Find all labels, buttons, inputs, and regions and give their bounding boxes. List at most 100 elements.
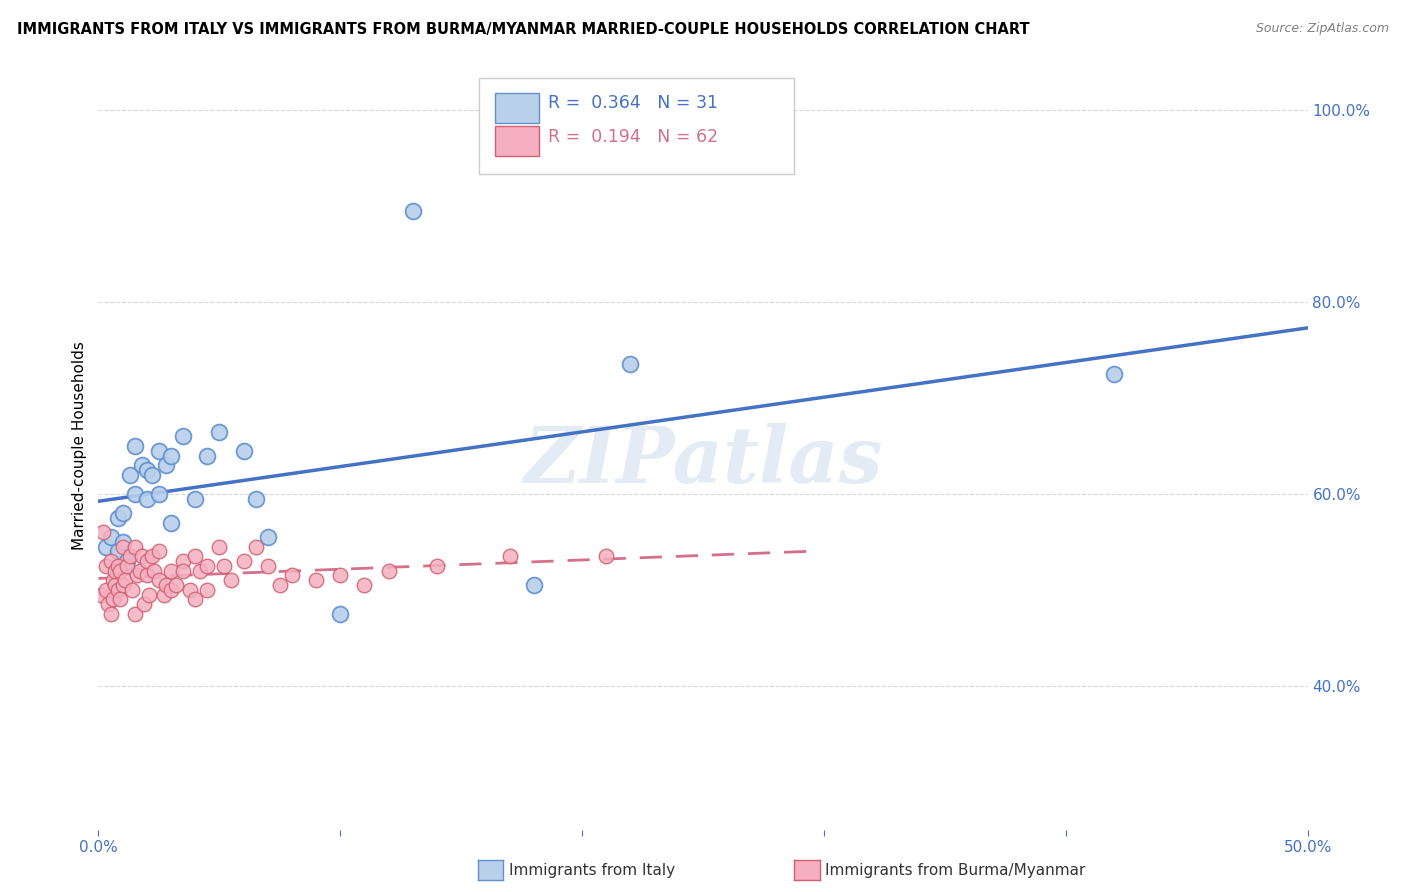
Point bbox=[104, 578, 127, 592]
Point bbox=[245, 491, 267, 506]
Point bbox=[172, 564, 194, 578]
Point bbox=[100, 530, 122, 544]
Text: Immigrants from Italy: Immigrants from Italy bbox=[509, 863, 675, 878]
Point bbox=[127, 568, 149, 582]
Text: R =  0.364   N = 31: R = 0.364 N = 31 bbox=[548, 94, 718, 112]
Point bbox=[232, 443, 254, 458]
Text: ZIPatlas: ZIPatlas bbox=[523, 423, 883, 500]
Point bbox=[329, 607, 352, 621]
Point bbox=[138, 588, 160, 602]
Point bbox=[94, 558, 117, 573]
Point bbox=[184, 491, 207, 506]
Point bbox=[94, 582, 117, 597]
Point bbox=[160, 516, 183, 530]
Point bbox=[256, 530, 278, 544]
Point bbox=[148, 487, 170, 501]
Point bbox=[90, 588, 112, 602]
Point bbox=[402, 204, 425, 219]
Point bbox=[101, 592, 124, 607]
Point bbox=[184, 592, 207, 607]
Point bbox=[160, 564, 183, 578]
Point bbox=[329, 568, 352, 582]
Point bbox=[221, 574, 243, 588]
Point bbox=[91, 525, 114, 540]
Point bbox=[97, 597, 120, 611]
Point bbox=[188, 564, 211, 578]
Point bbox=[111, 578, 134, 592]
Point bbox=[100, 554, 122, 568]
Point bbox=[184, 549, 207, 564]
Point bbox=[128, 564, 150, 578]
Text: R =  0.194   N = 62: R = 0.194 N = 62 bbox=[548, 128, 718, 146]
Point bbox=[195, 582, 218, 597]
Point bbox=[148, 544, 170, 558]
Point bbox=[619, 358, 641, 372]
Text: Immigrants from Burma/Myanmar: Immigrants from Burma/Myanmar bbox=[825, 863, 1085, 878]
Point bbox=[117, 558, 139, 573]
Point bbox=[172, 429, 194, 443]
Point bbox=[195, 449, 218, 463]
Point bbox=[117, 554, 139, 568]
Point bbox=[141, 467, 163, 482]
Point bbox=[269, 578, 291, 592]
Point bbox=[195, 558, 218, 573]
Y-axis label: Married-couple Households: Married-couple Households bbox=[72, 342, 87, 550]
Point bbox=[124, 607, 146, 621]
Point bbox=[111, 534, 134, 549]
Point bbox=[107, 582, 129, 597]
Point bbox=[256, 558, 278, 573]
Point bbox=[377, 564, 399, 578]
Point bbox=[111, 540, 134, 554]
Point bbox=[118, 467, 141, 482]
Point bbox=[107, 544, 129, 558]
Point bbox=[143, 564, 166, 578]
Point bbox=[121, 582, 143, 597]
Point bbox=[179, 582, 201, 597]
Point bbox=[160, 582, 183, 597]
Point bbox=[124, 439, 146, 453]
Text: Source: ZipAtlas.com: Source: ZipAtlas.com bbox=[1256, 22, 1389, 36]
Point bbox=[141, 549, 163, 564]
Point bbox=[232, 554, 254, 568]
Text: IMMIGRANTS FROM ITALY VS IMMIGRANTS FROM BURMA/MYANMAR MARRIED-COUPLE HOUSEHOLDS: IMMIGRANTS FROM ITALY VS IMMIGRANTS FROM… bbox=[17, 22, 1029, 37]
Point bbox=[131, 458, 153, 473]
Point bbox=[426, 558, 449, 573]
Point bbox=[135, 554, 157, 568]
Point bbox=[245, 540, 267, 554]
Point bbox=[135, 568, 157, 582]
Point bbox=[305, 574, 328, 588]
Point bbox=[100, 607, 122, 621]
Point bbox=[353, 578, 375, 592]
Point bbox=[160, 449, 183, 463]
Point bbox=[498, 549, 520, 564]
FancyBboxPatch shape bbox=[479, 78, 793, 174]
Point bbox=[131, 549, 153, 564]
Point bbox=[523, 578, 546, 592]
FancyBboxPatch shape bbox=[495, 126, 538, 156]
Point bbox=[595, 549, 617, 564]
Point bbox=[1102, 367, 1125, 381]
Point bbox=[281, 568, 304, 582]
Point bbox=[124, 487, 146, 501]
Point bbox=[208, 540, 231, 554]
Point bbox=[152, 588, 174, 602]
Point bbox=[155, 578, 177, 592]
FancyBboxPatch shape bbox=[495, 93, 538, 123]
Point bbox=[135, 463, 157, 477]
Point bbox=[107, 511, 129, 525]
Point bbox=[208, 425, 231, 439]
Point bbox=[134, 597, 156, 611]
Point bbox=[148, 443, 170, 458]
Point bbox=[104, 564, 127, 578]
Point bbox=[107, 558, 129, 573]
Point bbox=[148, 574, 170, 588]
Point bbox=[94, 540, 117, 554]
Point bbox=[108, 592, 131, 607]
Point bbox=[212, 558, 235, 573]
Point bbox=[124, 540, 146, 554]
Point bbox=[108, 564, 131, 578]
Point bbox=[118, 549, 141, 564]
Point bbox=[135, 491, 157, 506]
Point bbox=[114, 574, 136, 588]
Point bbox=[111, 506, 134, 520]
